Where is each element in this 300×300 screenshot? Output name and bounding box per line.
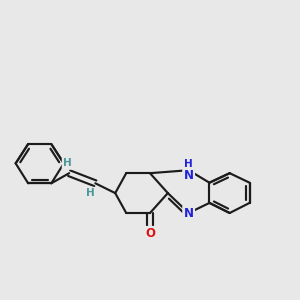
Text: O: O bbox=[145, 227, 155, 240]
Text: H: H bbox=[85, 188, 94, 198]
Text: N: N bbox=[184, 169, 194, 182]
Text: H: H bbox=[184, 159, 193, 169]
Text: H: H bbox=[63, 158, 72, 168]
Text: N: N bbox=[184, 206, 194, 220]
